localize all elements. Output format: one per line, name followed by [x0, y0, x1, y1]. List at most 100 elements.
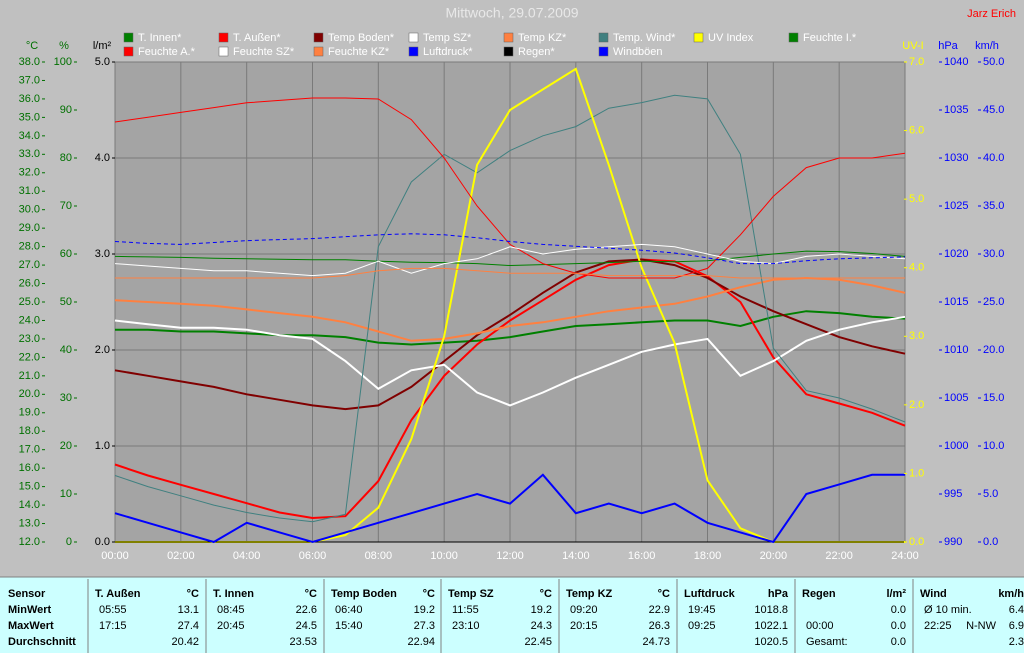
legend-label: Windböen: [613, 46, 663, 58]
axis-unit: UV-I: [902, 40, 923, 52]
x-tick-label: 14:00: [562, 550, 590, 562]
legend-label: Feuchte KZ*: [328, 46, 390, 58]
cell-value: 22.94: [407, 636, 435, 648]
legend-swatch: [123, 46, 134, 57]
y-tick-label: 60: [60, 248, 72, 260]
column-header: Regen: [802, 588, 836, 600]
y-tick-label: 38.0: [19, 56, 40, 68]
legend-label: Luftdruck*: [423, 46, 473, 58]
y-tick-label: 30: [60, 392, 72, 404]
cell-time: 22:25: [924, 620, 952, 632]
y-tick-label: 37.0: [19, 74, 40, 86]
legend-swatch: [693, 32, 704, 43]
y-tick-label: 1030: [944, 152, 968, 164]
y-tick-label: 2.0: [909, 399, 924, 411]
y-tick-label: 1.0: [95, 440, 110, 452]
y-tick-label: 31.0: [19, 185, 40, 197]
axis-unit: km/h: [975, 40, 999, 52]
y-tick-label: 1.0: [909, 467, 924, 479]
y-tick-label: 15.0: [983, 392, 1004, 404]
series-line: [114, 258, 906, 520]
y-tick-label: 40: [60, 344, 72, 356]
cell-time: 08:45: [217, 604, 245, 616]
cell-value: 22.45: [524, 636, 552, 648]
y-tick-label: 13.0: [19, 517, 40, 529]
y-tick-label: 21.0: [19, 370, 40, 382]
axis-unit: l/m²: [93, 40, 112, 52]
x-tick-label: 12:00: [496, 550, 524, 562]
series-line: [114, 94, 906, 523]
cell-value: 19.2: [414, 604, 435, 616]
cell-value: 1022.1: [754, 620, 788, 632]
y-tick-label: 34.0: [19, 130, 40, 142]
cell-value: 24.5: [296, 620, 317, 632]
y-tick-label: 18.0: [19, 425, 40, 437]
cell-time: 05:55: [99, 604, 127, 616]
series-line: [114, 97, 906, 279]
y-tick-label: 3.0: [95, 248, 110, 260]
series-line: [114, 473, 905, 544]
y-tick-label: 27.0: [19, 259, 40, 271]
y-tick-label: 50: [60, 296, 72, 308]
column-header: T. Außen: [95, 588, 141, 600]
column-unit: °C: [540, 588, 552, 600]
y-tick-label: 5.0: [909, 193, 924, 205]
stats-table-bg: [0, 577, 1024, 653]
x-tick-label: 16:00: [628, 550, 656, 562]
cell-value: 27.3: [414, 620, 435, 632]
cell-value: 1020.5: [754, 636, 788, 648]
legend-label: Feuchte A.*: [138, 46, 196, 58]
y-tick-label: 80: [60, 152, 72, 164]
row-label: Durchschnitt: [8, 636, 76, 648]
cell-time: Ø 10 min.: [924, 604, 972, 616]
y-tick-label: 1010: [944, 344, 968, 356]
y-tick-label: 22.0: [19, 351, 40, 363]
legend-swatch: [218, 32, 229, 43]
column-header: Wind: [920, 588, 947, 600]
column-unit: l/m²: [886, 588, 906, 600]
x-tick-label: 20:00: [760, 550, 788, 562]
chart-title: Mittwoch, 29.07.2009: [445, 5, 578, 21]
series-line: [115, 310, 906, 346]
y-tick-label: 25.0: [983, 296, 1004, 308]
y-tick-label: 100: [54, 56, 72, 68]
column-header: T. Innen: [213, 588, 254, 600]
y-tick-label: 23.0: [19, 333, 40, 345]
x-tick-label: 02:00: [167, 550, 195, 562]
cell-value: 19.2: [531, 604, 552, 616]
cell-time: 00:00: [806, 620, 834, 632]
y-tick-label: 1015: [944, 296, 968, 308]
cell-value: 6.4: [1009, 604, 1024, 616]
y-tick-label: 33.0: [19, 148, 40, 160]
cell-time: 15:40: [335, 620, 363, 632]
column-header: Temp KZ: [566, 588, 613, 600]
y-tick-label: 30.0: [19, 204, 40, 216]
cell-value: 13.1: [178, 604, 199, 616]
cell-time: 11:55: [452, 604, 479, 616]
y-tick-label: 29.0: [19, 222, 40, 234]
y-tick-label: 1000: [944, 440, 968, 452]
cell-time: 09:20: [570, 604, 598, 616]
series-line: [114, 276, 906, 342]
column-unit: km/h: [998, 588, 1024, 600]
row-label: MaxWert: [8, 620, 54, 632]
y-tick-label: 1020: [944, 248, 968, 260]
y-tick-label: 70: [60, 200, 72, 212]
y-tick-label: 90: [60, 104, 72, 116]
author: Jarz Erich: [967, 8, 1016, 20]
y-tick-label: 32.0: [19, 167, 40, 179]
column-header: Luftdruck: [684, 588, 736, 600]
legend-swatch: [503, 32, 514, 43]
y-tick-label: 4.0: [95, 152, 110, 164]
x-tick-label: 08:00: [365, 550, 393, 562]
legend-swatch: [313, 46, 324, 57]
y-tick-label: 20: [60, 440, 72, 452]
x-tick-label: 04:00: [233, 550, 261, 562]
y-tick-label: 35.0: [983, 200, 1004, 212]
y-tick-label: 20.0: [19, 388, 40, 400]
legend-swatch: [788, 32, 799, 43]
cell-time: 20:15: [570, 620, 598, 632]
legend-label: Feuchte SZ*: [233, 46, 295, 58]
cell-time: 20:45: [217, 620, 245, 632]
